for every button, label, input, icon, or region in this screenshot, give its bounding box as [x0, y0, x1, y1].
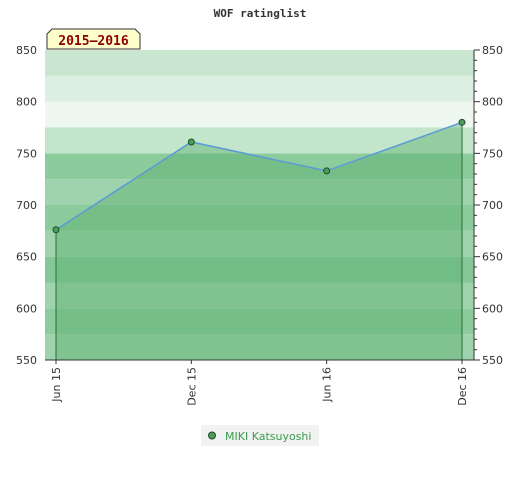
- y-tick-label-right: 550: [482, 354, 503, 367]
- legend-entry-label: MIKI Katsuyoshi: [225, 430, 311, 443]
- x-tick-label: Jun 15: [50, 367, 63, 403]
- x-tick-label: Dec 16: [456, 367, 469, 406]
- y-tick-label-right: 750: [482, 147, 503, 160]
- y-tick-label-left: 550: [16, 354, 37, 367]
- background-band: [45, 282, 474, 309]
- data-point: [323, 167, 331, 175]
- y-tick-label-left: 600: [16, 302, 37, 315]
- background-band: [45, 153, 474, 180]
- y-tick-label-right: 600: [482, 302, 503, 315]
- x-tick-label: Dec 15: [185, 367, 198, 406]
- background-band: [45, 230, 474, 257]
- period-badge-label: 2015–2016: [58, 34, 129, 49]
- y-axis-left-labels: 550 600 650 700 750 800 850: [16, 44, 37, 367]
- y-tick-label-right: 800: [482, 96, 503, 109]
- x-tick-label: Jun 16: [321, 367, 334, 403]
- axes: [45, 49, 480, 364]
- drop-lines: [55, 122, 463, 360]
- legend-marker: [208, 431, 216, 440]
- background-bands: [45, 50, 474, 360]
- y-tick-label-left: 700: [16, 199, 37, 212]
- x-axis-labels: Jun 15 Dec 15 Jun 16 Dec 16: [50, 367, 469, 406]
- legend: MIKI Katsuyoshi: [201, 425, 319, 446]
- data-markers: [52, 118, 466, 234]
- y-tick-label-left: 800: [16, 96, 37, 109]
- period-badge: 2015–2016: [46, 28, 141, 50]
- y-tick-label-right: 700: [482, 199, 503, 212]
- background-band: [45, 101, 474, 128]
- y-axis-right-labels: 550 600 650 700 750 800 850: [482, 44, 503, 367]
- background-band: [45, 127, 474, 154]
- background-band: [45, 205, 474, 231]
- data-point: [187, 138, 195, 146]
- background-band: [45, 75, 474, 102]
- y-tick-label-left: 850: [16, 44, 37, 57]
- series-line: [55, 121, 463, 231]
- background-band: [45, 50, 474, 76]
- background-band: [45, 334, 474, 360]
- y-tick-label-left: 650: [16, 251, 37, 264]
- area-layer: [56, 122, 462, 360]
- y-tick-label-left: 750: [16, 147, 37, 160]
- background-band: [45, 308, 474, 335]
- series-line-layer: [55, 121, 463, 231]
- chart-title: WOF ratinglist: [214, 7, 307, 20]
- series-area: [56, 122, 462, 360]
- y-tick-label-right: 850: [482, 44, 503, 57]
- legend-box: [201, 425, 319, 446]
- y-tick-label-right: 650: [482, 251, 503, 264]
- period-badge-box: [46, 28, 141, 50]
- data-point: [458, 118, 466, 126]
- data-point: [52, 226, 60, 234]
- background-band: [45, 179, 474, 205]
- background-band: [45, 256, 474, 283]
